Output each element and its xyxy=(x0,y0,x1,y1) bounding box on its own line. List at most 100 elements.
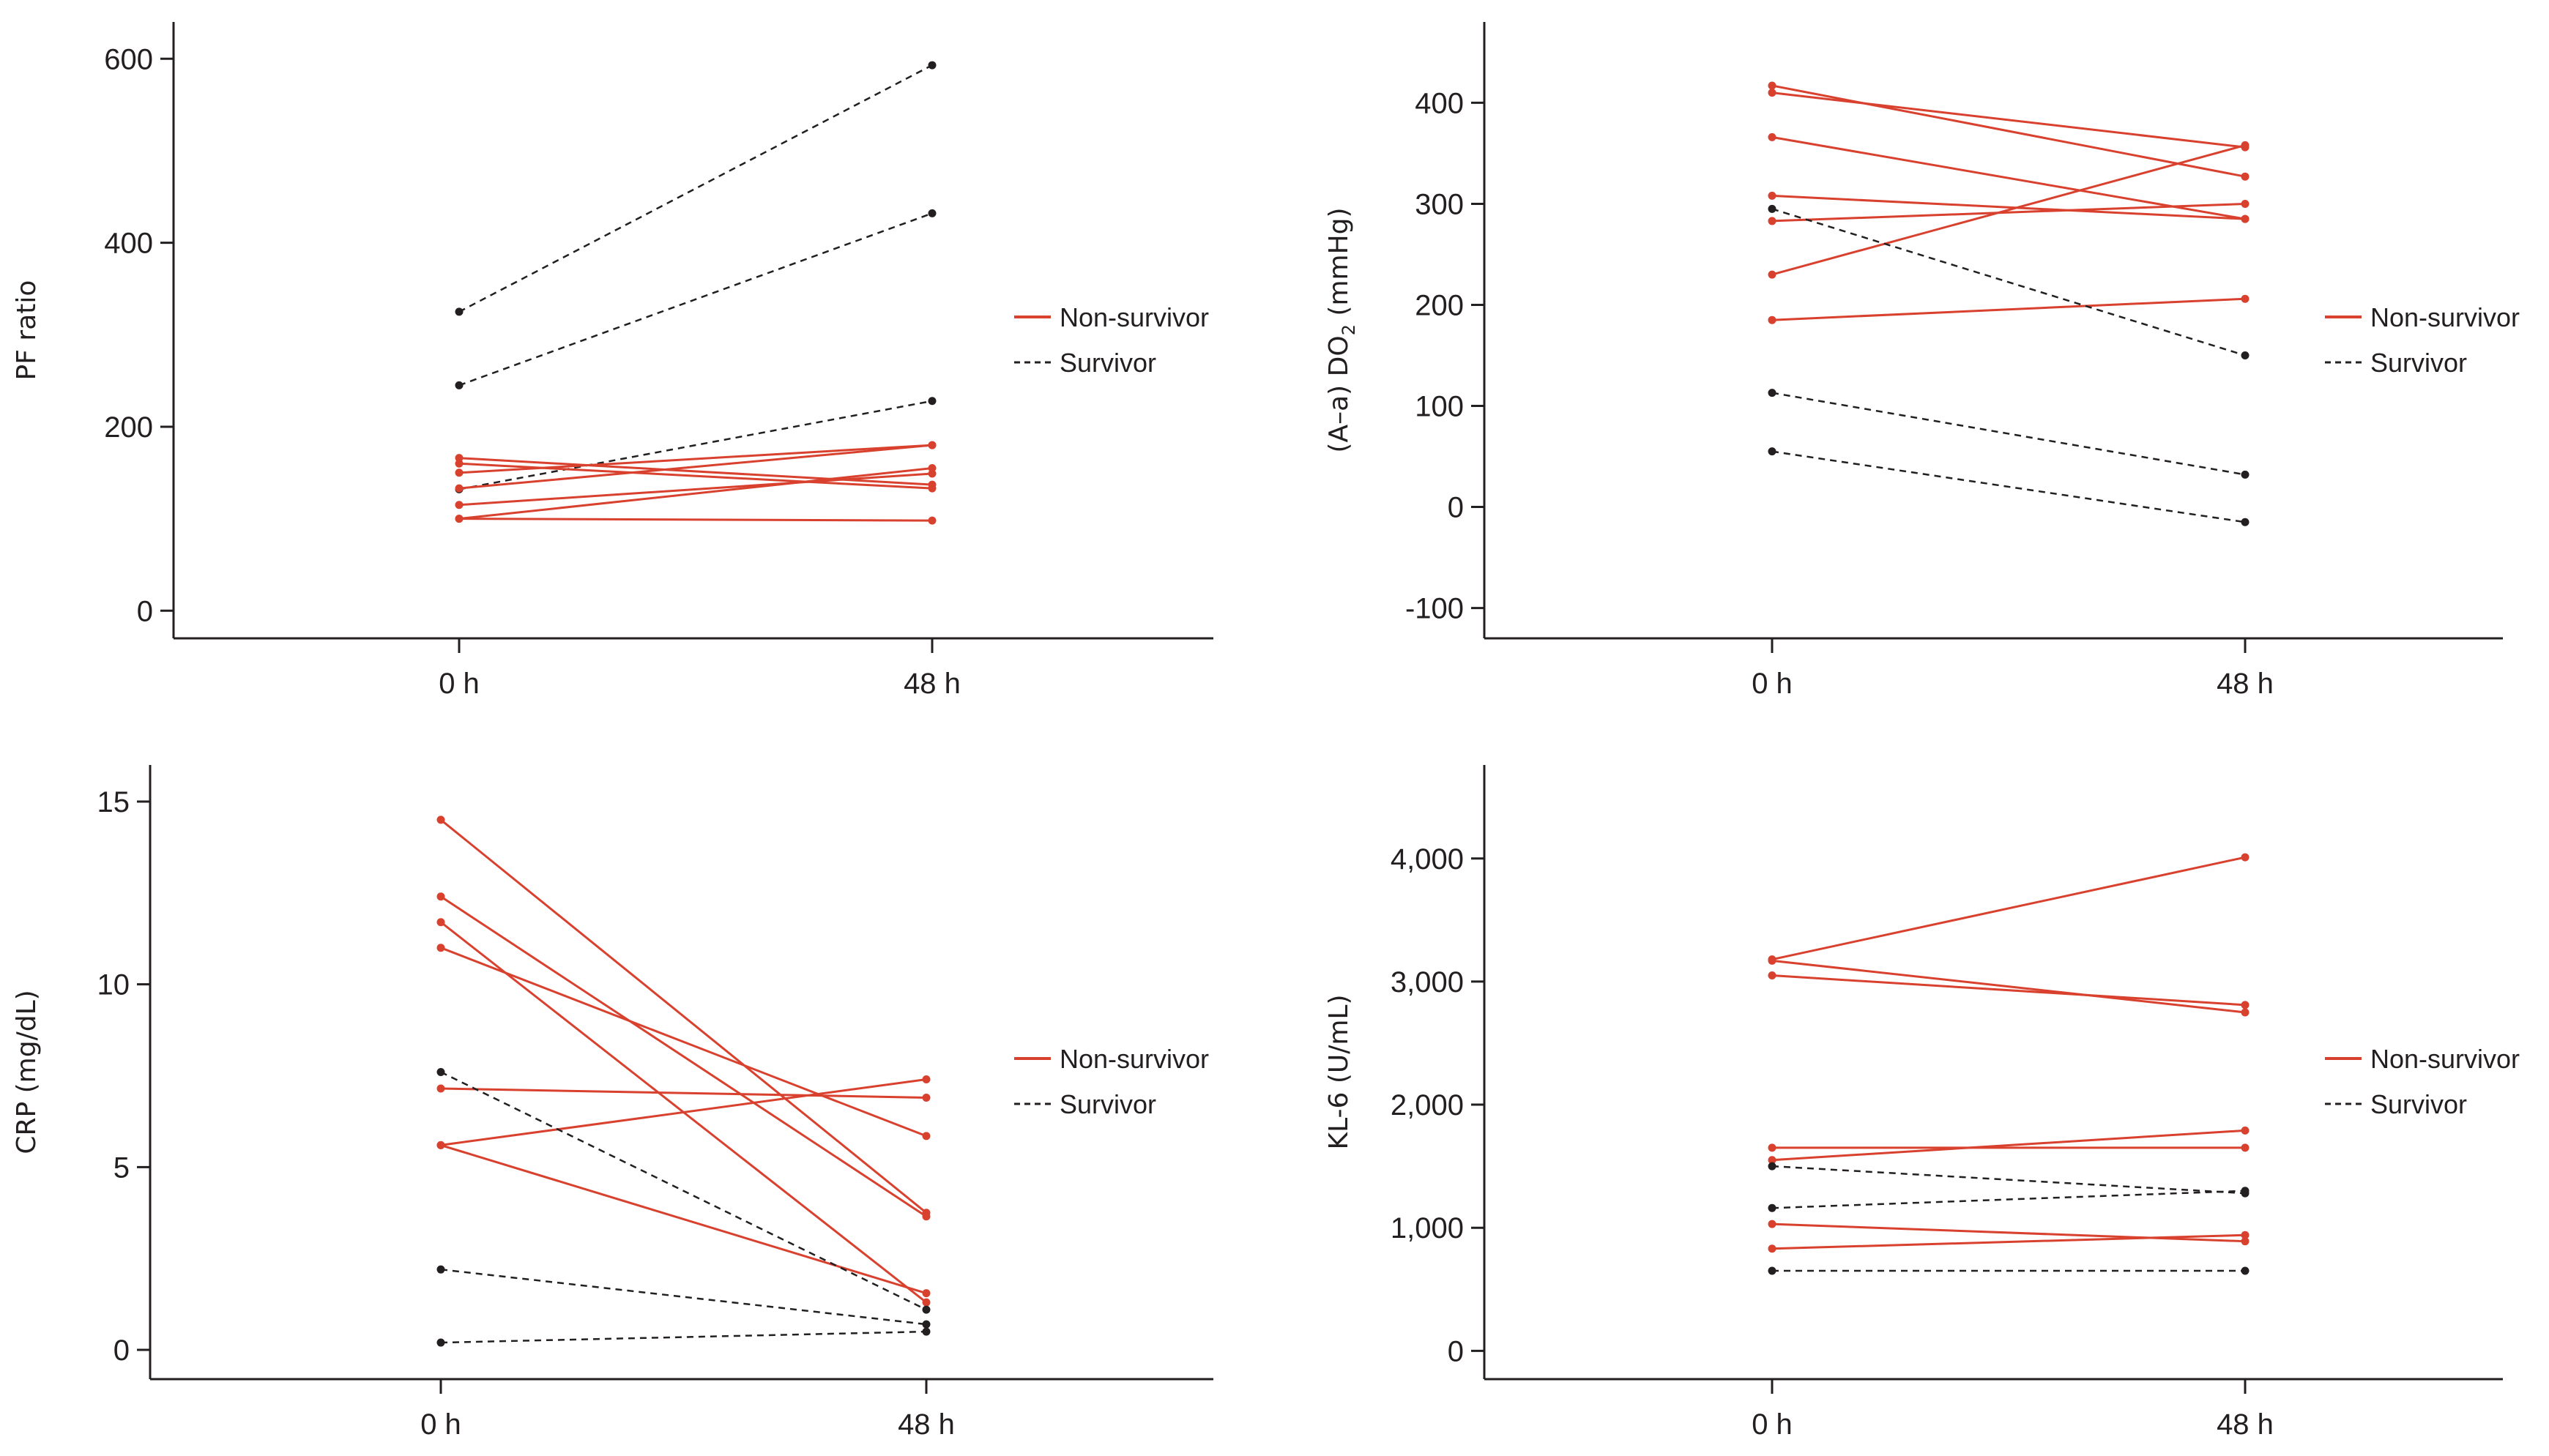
data-point xyxy=(455,468,464,477)
y-tick-label: 5 xyxy=(114,1151,130,1184)
y-tick-label: 0 xyxy=(1448,492,1464,524)
legend-label-survivor: Survivor xyxy=(1060,1089,1156,1119)
legend-label-non-survivor: Non-survivor xyxy=(1060,302,1209,332)
x-tick-label: 48 h xyxy=(2217,668,2274,700)
series-survivor xyxy=(455,61,937,316)
series-line xyxy=(1771,135,2246,220)
data-point xyxy=(1768,1162,1776,1171)
legend: Non-survivor Survivor xyxy=(2325,1044,2520,1119)
data-point xyxy=(2241,199,2250,208)
y-tick-label: 100 xyxy=(1415,391,1464,423)
series-line xyxy=(1771,1233,2246,1250)
series-line xyxy=(440,1071,927,1311)
data-point xyxy=(2241,351,2250,360)
series-line xyxy=(440,947,927,1138)
data-point xyxy=(922,1289,931,1298)
series-line xyxy=(458,518,933,522)
y-tick-label: 200 xyxy=(1415,289,1464,321)
data-point xyxy=(2241,172,2250,181)
y-tick-label: 1,000 xyxy=(1391,1212,1464,1244)
y-axis-title: (A–a) DO2 (mmHg) xyxy=(1324,207,1359,452)
y-tick-label: 300 xyxy=(1415,188,1464,220)
y-tick-label: 0 xyxy=(137,595,153,627)
data-point xyxy=(436,944,445,952)
legend-label-survivor: Survivor xyxy=(1060,348,1156,378)
data-point xyxy=(1768,270,1776,279)
x-tick-label: 0 h xyxy=(439,668,480,700)
series-line xyxy=(1771,450,2246,523)
series-line xyxy=(1771,392,2246,476)
data-point xyxy=(2241,470,2250,479)
panel-aado2: -100 0 100 200 300 400 0 h 48 h (A–a) DO2 (mmHg)… xyxy=(1324,22,2520,700)
data-point xyxy=(928,484,937,493)
series-non-survivor xyxy=(1768,294,2250,324)
data-point xyxy=(2241,294,2250,303)
series-line xyxy=(1771,974,2246,1007)
legend-label-non-survivor: Non-survivor xyxy=(2370,1044,2520,1074)
legend: Non-survivor Survivor xyxy=(1014,1044,1209,1119)
series-non-survivor xyxy=(436,944,931,1140)
y-axis-title: PF ratio xyxy=(12,280,42,381)
data-point xyxy=(455,515,464,523)
y-tick-label: 400 xyxy=(1415,87,1464,119)
series-non-survivor xyxy=(436,1084,931,1102)
data-point xyxy=(1768,217,1776,225)
data-point xyxy=(455,501,464,509)
data-point xyxy=(922,1327,931,1336)
data-point xyxy=(436,815,445,824)
data-point xyxy=(1768,316,1776,324)
data-point xyxy=(922,1298,931,1307)
data-point xyxy=(436,1068,445,1076)
data-point xyxy=(928,441,937,449)
series-survivor xyxy=(436,1327,931,1347)
y-axis-title: CRP (mg/dL) xyxy=(12,990,42,1154)
series-survivor xyxy=(455,209,937,389)
series-survivor xyxy=(1768,389,2250,479)
legend-label-non-survivor: Non-survivor xyxy=(1060,1044,1209,1074)
x-tick-label: 48 h xyxy=(904,668,961,700)
y-tick-label: 0 xyxy=(1448,1335,1464,1367)
series-line xyxy=(1771,1165,2246,1195)
legend-label-non-survivor: Non-survivor xyxy=(2370,302,2520,332)
data-point xyxy=(436,892,445,901)
series-line xyxy=(1771,1190,2246,1209)
data-point xyxy=(928,61,937,70)
data-point xyxy=(922,1212,931,1221)
series-survivor xyxy=(436,1265,931,1329)
y-tick-label: 200 xyxy=(104,411,153,444)
series-survivor xyxy=(1768,1187,2250,1212)
y-tick-label: 0 xyxy=(114,1334,130,1367)
series-line xyxy=(1771,84,2246,178)
x-tick-label: 48 h xyxy=(2217,1408,2274,1441)
data-point xyxy=(1768,89,1776,97)
data-point xyxy=(1768,81,1776,90)
series-line xyxy=(458,400,933,490)
series-line xyxy=(1771,1222,2246,1243)
series-line xyxy=(440,895,927,1218)
data-point xyxy=(2241,1001,2250,1009)
series-non-survivor xyxy=(455,441,937,493)
data-point xyxy=(922,1132,931,1140)
data-point xyxy=(455,381,464,389)
series-non-survivor xyxy=(436,815,931,1217)
series-line xyxy=(458,444,933,490)
data-point xyxy=(1768,204,1776,213)
x-tick-label: 0 h xyxy=(420,1408,461,1441)
series-non-survivor xyxy=(1768,971,2250,1009)
y-tick-label: 10 xyxy=(97,969,130,1001)
series-line xyxy=(458,467,933,520)
data-point xyxy=(928,516,937,525)
data-point xyxy=(1768,389,1776,397)
series-line xyxy=(1771,297,2246,321)
data-point xyxy=(922,1305,931,1314)
legend-label-survivor: Survivor xyxy=(2370,1089,2467,1119)
data-point xyxy=(2241,1126,2250,1135)
legend-label-survivor: Survivor xyxy=(2370,348,2467,378)
series-line xyxy=(458,457,933,486)
data-point xyxy=(2241,141,2250,149)
legend: Non-survivor Survivor xyxy=(1014,302,1209,378)
data-point xyxy=(928,209,937,217)
series-line xyxy=(458,472,933,507)
series-non-survivor xyxy=(436,1075,931,1149)
data-point xyxy=(1768,447,1776,456)
